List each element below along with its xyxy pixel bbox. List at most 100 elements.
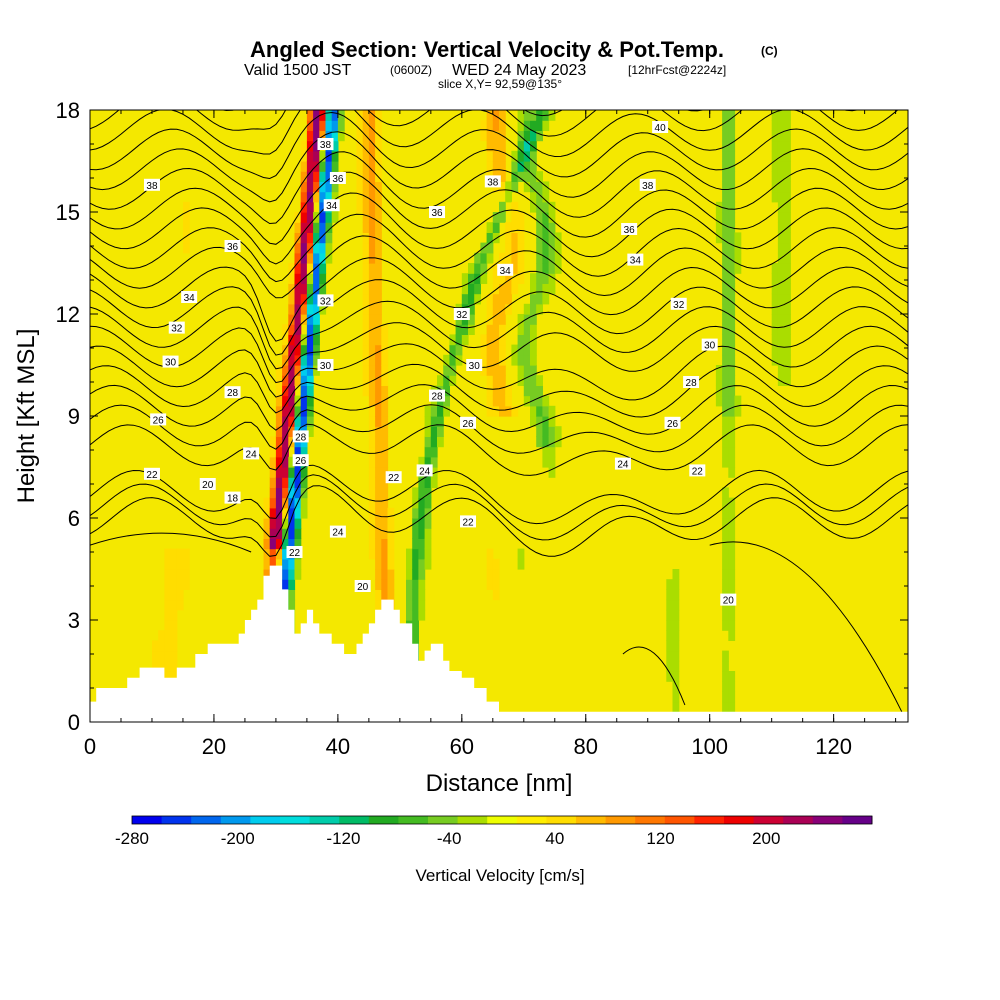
velocity-cell	[728, 324, 736, 335]
velocity-cell	[492, 150, 500, 162]
colorbar-swatch	[487, 816, 518, 824]
velocity-cell	[517, 212, 525, 223]
velocity-cell	[170, 650, 178, 662]
velocity-cell	[722, 181, 729, 193]
velocity-cell	[511, 232, 519, 244]
theta-label-text: 36	[431, 208, 443, 219]
velocity-cell	[381, 477, 389, 488]
velocity-cell	[728, 120, 736, 131]
velocity-cell	[368, 385, 376, 397]
x-tick-label: 0	[84, 734, 96, 759]
velocity-cell	[381, 579, 389, 590]
velocity-cell	[294, 232, 302, 244]
velocity-cell	[548, 405, 556, 417]
velocity-cell	[505, 303, 512, 315]
velocity-cell	[771, 324, 779, 335]
velocity-cell	[381, 416, 389, 427]
velocity-cell	[554, 252, 562, 264]
velocity-cell	[486, 110, 494, 121]
velocity-cell	[517, 232, 525, 244]
velocity-cell	[368, 283, 376, 295]
velocity-cell	[313, 110, 320, 121]
velocity-cell	[722, 354, 729, 366]
velocity-cell	[728, 201, 736, 213]
velocity-cell	[511, 181, 519, 193]
velocity-cell	[536, 405, 543, 417]
theta-label: 24	[614, 457, 631, 471]
velocity-cell	[728, 538, 736, 550]
velocity-cell	[728, 181, 736, 193]
velocity-cell	[164, 640, 172, 652]
theta-label-text: 24	[419, 466, 431, 477]
velocity-cell	[269, 497, 277, 509]
velocity-cell	[728, 507, 736, 519]
colorbar-tick-label: -120	[326, 829, 360, 848]
velocity-cell	[313, 344, 320, 356]
velocity-cell	[722, 426, 729, 437]
theta-label: 28	[224, 386, 241, 399]
velocity-cell	[499, 293, 506, 305]
velocity-cell	[294, 507, 302, 519]
velocity-cell	[486, 558, 494, 570]
velocity-cell	[530, 314, 537, 325]
velocity-cell	[542, 191, 550, 203]
velocity-cell	[331, 161, 339, 172]
velocity-cell	[170, 640, 178, 652]
velocity-cell	[362, 375, 370, 386]
velocity-cell	[505, 242, 512, 254]
velocity-cell	[368, 161, 376, 172]
velocity-cell	[505, 395, 512, 407]
velocity-cell	[548, 212, 556, 223]
title-main: Angled Section: Vertical Velocity & Pot.…	[250, 37, 724, 62]
velocity-cell	[517, 150, 525, 162]
velocity-cell	[474, 293, 481, 305]
velocity-cell	[362, 140, 370, 152]
theta-label-bg	[224, 491, 241, 504]
velocity-cell	[387, 507, 395, 519]
velocity-cell	[777, 273, 785, 284]
velocity-cell	[722, 201, 729, 213]
velocity-cell	[288, 558, 296, 570]
velocity-cell	[492, 589, 500, 601]
velocity-cell	[505, 273, 512, 284]
velocity-cell	[288, 303, 296, 315]
theta-label-text: 36	[332, 174, 344, 185]
velocity-cell	[176, 579, 184, 590]
velocity-cell	[536, 436, 543, 448]
theta-contour	[90, 485, 908, 557]
velocity-cell	[313, 222, 320, 233]
velocity-cell	[523, 181, 531, 193]
velocity-cell	[325, 232, 333, 244]
velocity-cell	[728, 497, 736, 509]
velocity-cell	[375, 385, 382, 397]
velocity-cell	[368, 548, 376, 560]
velocity-cell	[313, 150, 320, 162]
velocity-cell	[294, 222, 302, 233]
velocity-cell	[443, 365, 450, 376]
velocity-cell	[784, 375, 791, 386]
velocity-cell	[728, 579, 736, 590]
velocity-cell	[418, 579, 426, 590]
theta-label: 22	[385, 471, 402, 484]
theta-label-text: 32	[673, 300, 685, 311]
velocity-cell	[777, 222, 785, 233]
velocity-cell	[784, 365, 791, 376]
velocity-cell	[722, 344, 729, 356]
velocity-cell	[715, 395, 723, 407]
theta-label-text: 22	[692, 466, 704, 477]
velocity-cell	[548, 232, 556, 244]
y-tick-label: 15	[56, 200, 80, 225]
theta-label: 20	[354, 580, 371, 593]
velocity-cell	[368, 273, 376, 284]
velocity-cell	[554, 263, 562, 274]
velocity-cell	[511, 161, 519, 172]
velocity-cell	[517, 314, 525, 325]
velocity-cell	[722, 650, 729, 662]
theta-label-bg	[460, 515, 477, 528]
theta-label: 40	[652, 121, 669, 134]
velocity-cell	[170, 609, 178, 621]
theta-label-bg	[317, 359, 334, 371]
velocity-cell	[313, 354, 320, 366]
velocity-cell	[387, 569, 395, 580]
velocity-cell	[306, 385, 314, 397]
